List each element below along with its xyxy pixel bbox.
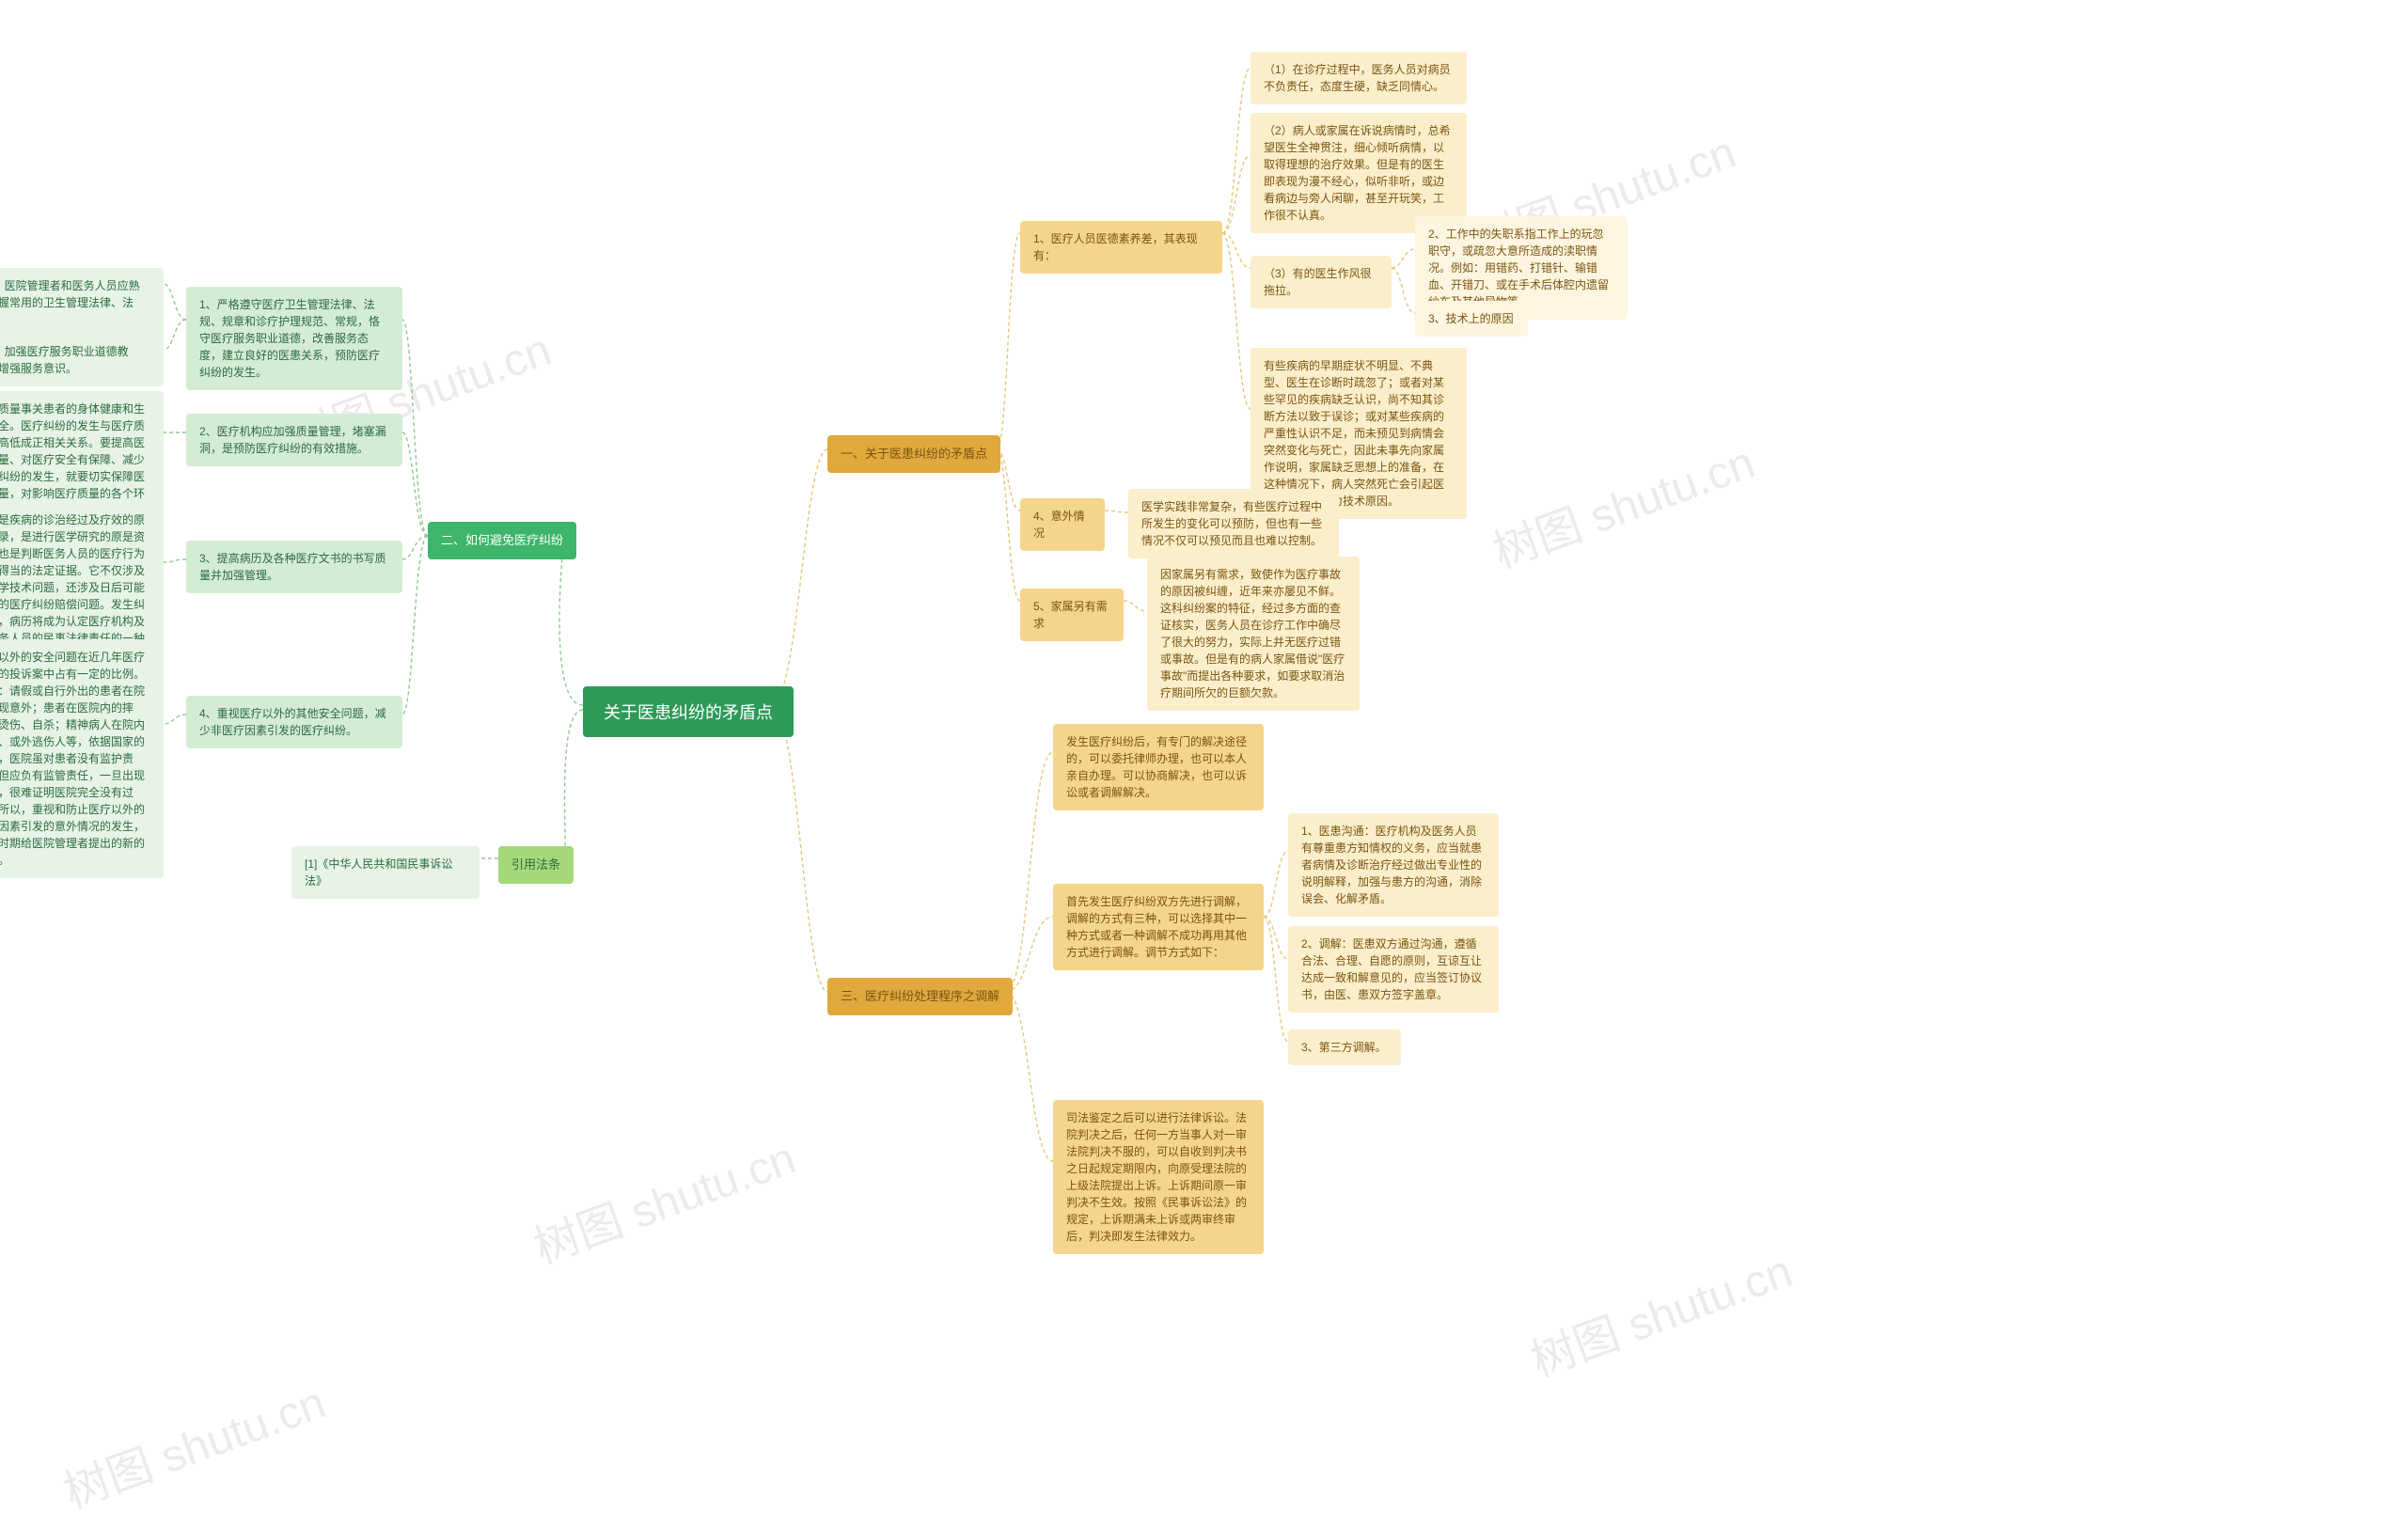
watermark: 树图 shutu.cn [54, 1365, 333, 1520]
s2-c2: 2、医疗机构应加强质量管理，堵塞漏洞，是预防医疗纠纷的有效措施。 [186, 414, 402, 466]
citation-title: 引用法条 [498, 846, 574, 884]
s1-c5: 5、家属另有需求 [1020, 589, 1124, 641]
s3-c2: 首先发生医疗纠纷双方先进行调解，调解的方式有三种，可以选择其中一种方式或者一种调… [1053, 884, 1264, 970]
s1-c4: 4、意外情况 [1020, 498, 1105, 551]
watermark: 树图 shutu.cn [1520, 1234, 1800, 1389]
s1-c1-l2: （2）病人或家属在诉说病情时，总希望医生全神贯注，细心倾听病情，以取得理想的治疗… [1251, 113, 1467, 233]
s3-c2-l2: 2、调解：医患双方通过沟通，遵循合法、合理、自愿的原则，互谅互让达成一致和解意见… [1288, 926, 1499, 1013]
root-node: 关于医患纠纷的矛盾点 [583, 686, 794, 737]
s3-c3: 司法鉴定之后可以进行法律诉讼。法院判决之后，任何一方当事人对一审法院判决不服的，… [1053, 1100, 1264, 1254]
s1-c1: 1、医疗人员医德素养差，其表现有： [1020, 221, 1222, 274]
s3-c1: 发生医疗纠纷后，有专门的解决途径的，可以委托律师办理，也可以本人亲自办理。可以协… [1053, 724, 1264, 810]
s2-c1-l1: （1）医院管理者和医务人员应熟悉掌握常用的卫生管理法律、法规。 [0, 268, 164, 338]
s3-c2-l3: 3、第三方调解。 [1288, 1029, 1401, 1065]
s1-c1-l1: （1）在诊疗过程中，医务人员对病员不负责任，态度生硬，缺乏同情心。 [1251, 52, 1467, 104]
section3-title: 三、医疗纠纷处理程序之调解 [827, 978, 1013, 1015]
s2-c1-l2: （2）加强医疗服务职业道德教育，增强服务意识。 [0, 334, 164, 386]
citation-item: [1]《中华人民共和国民事诉讼法》 [291, 846, 480, 899]
s1-c4-l1: 医学实践非常复杂，有些医疗过程中所发生的变化可以预防，但也有一些情况不仅可以预见… [1128, 489, 1339, 558]
s1-c5-l1: 因家属另有需求，致使作为医疗事故的原因被纠缠，近年来亦屡见不鲜。这科纠纷案的特征… [1147, 557, 1360, 711]
watermark: 树图 shutu.cn [1483, 425, 1762, 580]
s2-c4: 4、重视医疗以外的其他安全问题，减少非医疗因素引发的医疗纠纷。 [186, 696, 402, 748]
s2-c4-l1: 医疗以外的安全问题在近几年医疗纠纷的投诉案中占有一定的比例。例如：请假或自行外出… [0, 639, 164, 878]
watermark: 树图 shutu.cn [524, 1121, 803, 1276]
s1-c1-l3: （3）有的医生作风很拖拉。 [1251, 256, 1392, 308]
s2-c3: 3、提高病历及各种医疗文书的书写质量并加强管理。 [186, 541, 402, 593]
section1-title: 一、关于医患纠纷的矛盾点 [827, 435, 1000, 473]
s2-c1: 1、严格遵守医疗卫生管理法律、法规、规章和诊疗护理规范、常规，恪守医疗服务职业道… [186, 287, 402, 390]
section2-title: 二、如何避免医疗纠纷 [428, 522, 576, 559]
s3-c2-l1: 1、医患沟通：医疗机构及医务人员有尊重患方知情权的义务，应当就患者病情及诊断治疗… [1288, 813, 1499, 917]
s1-c1-l3-s2: 3、技术上的原因 [1415, 301, 1528, 337]
